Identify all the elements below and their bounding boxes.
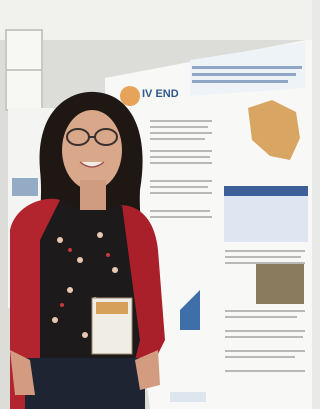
- badge-header: [96, 302, 128, 314]
- poster-title-lines: [192, 66, 302, 83]
- poster-footer-logo: [170, 392, 206, 402]
- poster-table: [224, 196, 308, 242]
- poster-logo-text: IV END: [142, 88, 179, 100]
- jeans: [25, 358, 145, 409]
- left-poster-figure: [12, 178, 38, 196]
- face: [62, 110, 122, 190]
- neck: [80, 180, 106, 210]
- poster-photo: [256, 264, 304, 304]
- poster-table-header: [224, 186, 308, 196]
- poster-logo-icon: [120, 86, 140, 106]
- ceiling: [0, 0, 312, 40]
- photo: IV END: [0, 0, 312, 409]
